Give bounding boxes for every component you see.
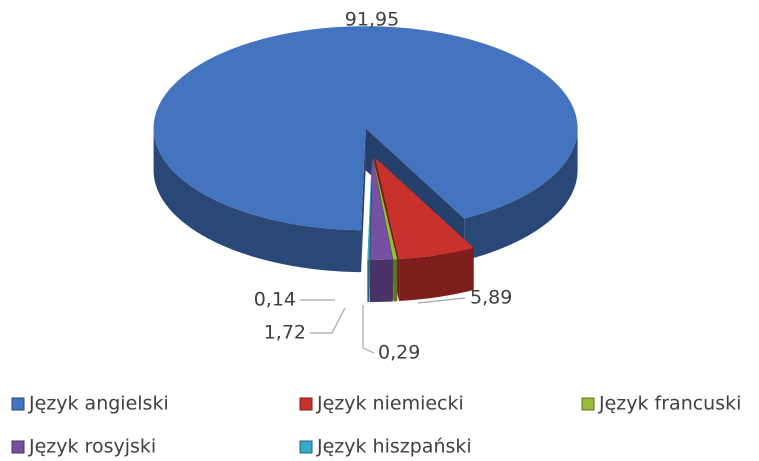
legend-label: Język niemiecki <box>316 393 464 415</box>
slice-top <box>374 157 474 259</box>
slice-top <box>367 157 372 260</box>
slice-side <box>399 247 474 301</box>
slice-side <box>393 259 398 302</box>
slice-face <box>361 128 366 273</box>
legend-label: Język francuski <box>598 393 741 415</box>
legend-label: Język hiszpański <box>316 436 472 458</box>
legend-label: Język rosyjski <box>28 436 156 458</box>
pie-slice <box>367 157 372 302</box>
leader-line <box>310 307 346 334</box>
data-label: 0,29 <box>378 342 420 364</box>
slice-side <box>464 128 578 261</box>
data-label: 0,14 <box>254 289 296 311</box>
legend-swatch <box>11 397 25 411</box>
slice-top <box>369 157 393 260</box>
legend-swatch <box>11 440 25 454</box>
legend-label: Język angielski <box>28 393 169 415</box>
slice-side <box>153 128 362 273</box>
slice-side <box>369 259 393 302</box>
pie-slice <box>153 26 578 273</box>
legend-swatch <box>299 440 313 454</box>
pie-slice <box>369 157 393 302</box>
slice-top <box>373 157 398 260</box>
legend-swatch <box>299 397 313 411</box>
data-label: 1,72 <box>264 322 306 344</box>
data-label: 5,89 <box>470 287 512 309</box>
data-label: 91,95 <box>345 9 399 31</box>
leader-line <box>362 305 375 354</box>
slice-side <box>367 259 370 302</box>
legend-swatch <box>581 397 595 411</box>
slice-top <box>153 26 578 231</box>
leader-line <box>417 297 466 304</box>
